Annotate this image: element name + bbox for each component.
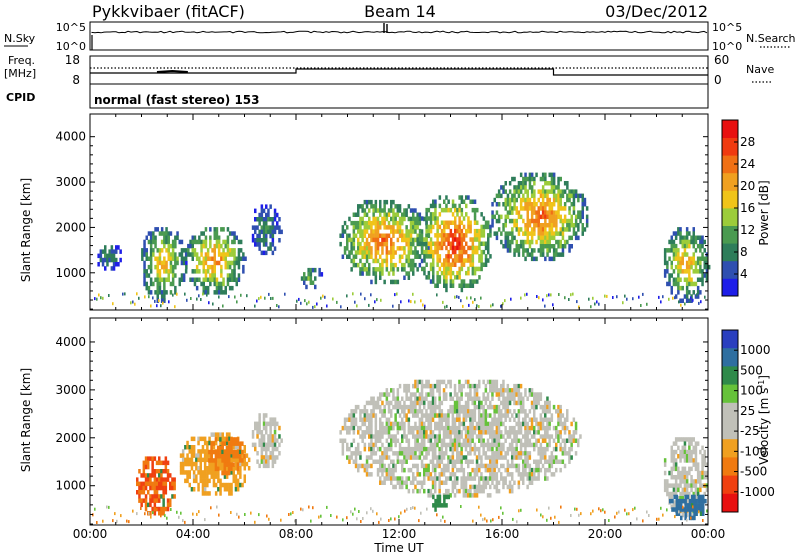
noise-sky-label: N.Sky (4, 32, 36, 45)
y-tick-label: 4000 (55, 130, 86, 144)
power-echo-region (664, 227, 711, 303)
x-tick-label: 04:00 (176, 527, 211, 541)
station-title: Pykkvibaer (fitACF) (92, 2, 245, 21)
x-tick-label: 12:00 (382, 527, 417, 541)
colorbar-swatch (722, 348, 738, 367)
freq-label-2: [MHz] (4, 67, 36, 80)
colorbar-tick-label: -1000 (740, 485, 775, 499)
noise-right-tick-bottom: 10^0 (712, 40, 742, 53)
date-title: 03/Dec/2012 (605, 2, 708, 21)
y-tick-label: 2000 (55, 431, 86, 445)
power-colorbar-label: Power [dB] (757, 180, 771, 245)
cpid-program: normal (fast stereo) 153 (94, 93, 260, 107)
velocity-colorbar-label-close: ] (757, 375, 771, 380)
colorbar-swatch (722, 330, 738, 349)
x-tick-label: 00:00 (691, 527, 726, 541)
colorbar-swatch (722, 190, 738, 208)
colorbar-tick-label: 4 (740, 267, 748, 281)
time-axis-label: Time UT (373, 541, 424, 554)
colorbar-swatch (722, 421, 738, 440)
colorbar-tick-label: 8 (740, 245, 748, 259)
noise-right-tick-top: 10^5 (712, 21, 742, 34)
freq-blip (157, 71, 188, 72)
velocity-panel-frame (90, 318, 708, 525)
noise-trace (92, 23, 707, 50)
noise-search-label: N.Search (746, 32, 796, 45)
power-panel: 1000 2000 3000 4000 Slant Range [km] (19, 114, 710, 310)
cpid-label: CPID (6, 91, 35, 104)
nave-tick-bottom: 0 (714, 73, 722, 87)
nave-label: Nave (746, 63, 774, 76)
noise-panel-frame (90, 22, 708, 50)
colorbar-tick-label: 20 (740, 179, 755, 193)
y-tick-label: 1000 (55, 266, 86, 280)
freq-panel-frame (90, 56, 708, 84)
colorbar-swatch (722, 439, 738, 458)
colorbar-tick-label: 25 (740, 404, 755, 418)
colorbar-swatch (722, 138, 738, 156)
colorbar-tick-label: 12 (740, 223, 755, 237)
power-echo-region (491, 173, 588, 262)
colorbar-swatch (722, 120, 738, 138)
velocity-colorbar-label-exp: -1 (757, 380, 766, 388)
freq-tick-top: 18 (65, 53, 80, 67)
power-echo-region (252, 204, 283, 255)
colorbar-swatch (722, 261, 738, 279)
power-echo-layer (94, 173, 710, 309)
freq-label-1: Freq. (8, 54, 35, 67)
power-echo-region (339, 200, 430, 284)
colorbar-swatch (722, 173, 738, 191)
x-tick-label: 00:00 (73, 527, 108, 541)
power-echo-region (185, 227, 247, 295)
x-tick-label: 20:00 (588, 527, 623, 541)
colorbar-tick-label: 1000 (740, 343, 771, 357)
y-tick-label: 3000 (55, 383, 86, 397)
power-echo-region (301, 268, 323, 289)
noise-left-tick-bottom: 10^0 (56, 40, 86, 53)
freq-tick-bottom: 8 (72, 73, 80, 87)
velocity-colorbar-label-text: Velocity [m s (757, 388, 771, 465)
colorbar-swatch (722, 494, 738, 513)
y-tick-label: 1000 (55, 479, 86, 493)
x-tick-label: 16:00 (485, 527, 520, 541)
power-ylabel: Slant Range [km] (19, 178, 33, 282)
colorbar-swatch (722, 385, 738, 404)
freq-trace (90, 68, 708, 75)
velocity-echo-region (252, 413, 283, 468)
velocity-ylabel: Slant Range [km] (19, 368, 33, 472)
power-echo-region (141, 227, 188, 303)
y-tick-label: 2000 (55, 220, 86, 234)
power-echo-region (417, 195, 492, 292)
velocity-echo-layer (92, 380, 708, 524)
colorbar-swatch (722, 278, 738, 296)
velocity-panel: 1000 2000 3000 4000 Slant Range [km] (19, 318, 708, 525)
colorbar-swatch (722, 208, 738, 226)
velocity-echo-region (339, 380, 581, 498)
colorbar-swatch (722, 403, 738, 422)
noise-sky-trace (92, 31, 707, 33)
noise-left-tick-top: 10^5 (56, 21, 86, 34)
power-echo-region (97, 245, 122, 271)
x-tick-label: 08:00 (279, 527, 314, 541)
colorbar-swatch (722, 366, 738, 385)
nave-tick-top: 60 (714, 53, 729, 67)
colorbar-tick-label: 24 (740, 157, 755, 171)
velocity-echo-region (432, 495, 450, 512)
velocity-echo-region (136, 456, 176, 515)
colorbar-tick-label: 28 (740, 135, 755, 149)
power-ground-scatter (94, 292, 706, 309)
colorbar-tick-label: 16 (740, 201, 755, 215)
velocity-ground-scatter (92, 505, 708, 524)
colorbar-swatch (722, 226, 738, 244)
y-tick-label: 3000 (55, 175, 86, 189)
colorbar-swatch (722, 457, 738, 476)
y-tick-label: 4000 (55, 335, 86, 349)
beam-title: Beam 14 (364, 2, 436, 21)
velocity-colorbar-label: Velocity [m s-1] (757, 375, 771, 465)
colorbar-tick-label: -500 (740, 465, 767, 479)
power-colorbar: 4 8 12 16 20 24 28 (722, 120, 755, 296)
